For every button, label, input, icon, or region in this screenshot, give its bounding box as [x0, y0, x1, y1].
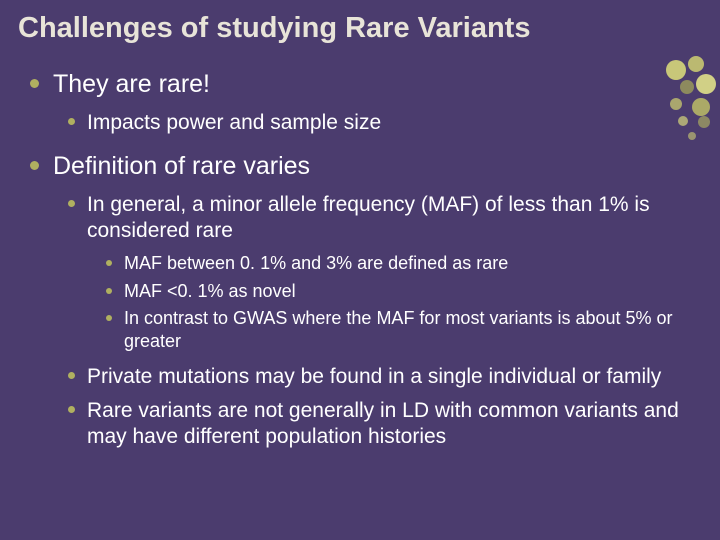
bullet-dot-icon	[106, 260, 112, 266]
slide-title: Challenges of studying Rare Variants	[18, 12, 702, 45]
bullet-text: In general, a minor allele frequency (MA…	[87, 192, 702, 245]
deco-circle-icon	[692, 98, 710, 116]
deco-circle-icon	[688, 56, 704, 72]
bullet-level3: MAF <0. 1% as novel	[106, 280, 702, 303]
deco-circle-icon	[696, 74, 716, 94]
bullet-level3: In contrast to GWAS where the MAF for mo…	[106, 307, 702, 354]
deco-circle-icon	[688, 132, 696, 140]
bullet-dot-icon	[30, 79, 39, 88]
bullet-level1: Definition of rare varies	[30, 151, 702, 182]
bullet-text: Impacts power and sample size	[87, 110, 381, 136]
deco-circle-icon	[678, 116, 688, 126]
bullet-level2: Rare variants are not generally in LD wi…	[68, 398, 702, 451]
bullet-text: Private mutations may be found in a sing…	[87, 364, 661, 390]
bullet-dot-icon	[68, 118, 75, 125]
bullet-level2: Private mutations may be found in a sing…	[68, 364, 702, 390]
deco-circle-icon	[670, 98, 682, 110]
bullet-text: Rare variants are not generally in LD wi…	[87, 398, 702, 451]
slide-container: Challenges of studying Rare Variants The…	[0, 0, 720, 477]
bullet-text: In contrast to GWAS where the MAF for mo…	[124, 307, 702, 354]
deco-circle-icon	[680, 80, 694, 94]
bullet-text: They are rare!	[53, 69, 210, 100]
deco-circle-icon	[666, 60, 686, 80]
bullet-dot-icon	[30, 161, 39, 170]
bullet-text: MAF <0. 1% as novel	[124, 280, 296, 303]
deco-circle-icon	[698, 116, 710, 128]
bullet-text: Definition of rare varies	[53, 151, 310, 182]
bullet-level3: MAF between 0. 1% and 3% are defined as …	[106, 252, 702, 275]
bullet-dot-icon	[68, 372, 75, 379]
bullet-level2: In general, a minor allele frequency (MA…	[68, 192, 702, 245]
bullet-dot-icon	[106, 315, 112, 321]
bullet-level1: They are rare!	[30, 69, 702, 100]
corner-decoration	[658, 54, 712, 144]
bullet-level2: Impacts power and sample size	[68, 110, 702, 136]
bullet-text: MAF between 0. 1% and 3% are defined as …	[124, 252, 508, 275]
bullet-dot-icon	[68, 200, 75, 207]
bullet-dot-icon	[68, 406, 75, 413]
bullet-dot-icon	[106, 288, 112, 294]
